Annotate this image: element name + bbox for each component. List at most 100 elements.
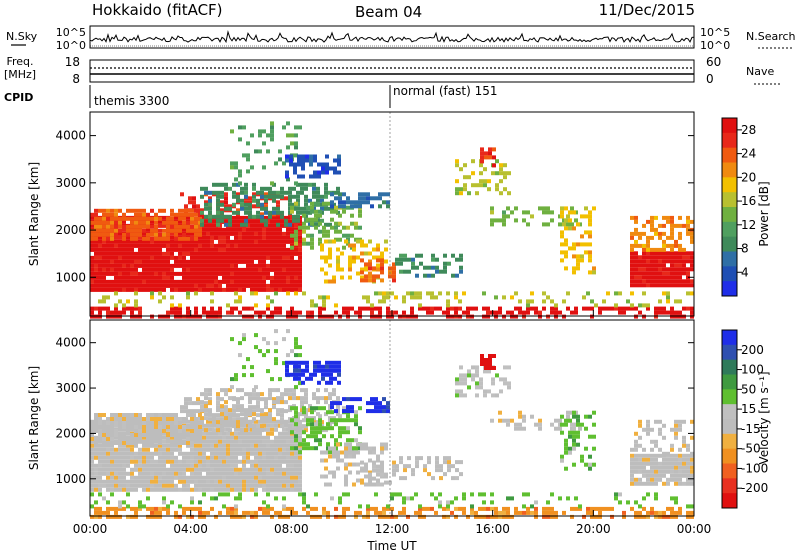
power-cell — [202, 228, 206, 232]
velocity-cell — [234, 460, 238, 464]
velocity-cell — [686, 474, 690, 478]
power-cell — [230, 228, 234, 232]
power-cell — [306, 311, 310, 315]
power-cell — [588, 234, 592, 238]
velocity-cell — [158, 425, 162, 429]
power-cell — [250, 264, 254, 268]
velocity-cell — [262, 480, 266, 484]
velocity-cell — [266, 476, 270, 480]
velocity-cell — [368, 481, 372, 485]
power-cell — [686, 291, 690, 295]
power-cell — [506, 214, 510, 218]
power-cell — [686, 279, 690, 283]
power-cell — [230, 268, 234, 272]
power-cell — [274, 248, 278, 252]
power-cell — [102, 229, 106, 233]
velocity-cell — [384, 443, 388, 447]
power-cell — [110, 272, 114, 276]
velocity-cell — [324, 451, 328, 455]
velocity-cell — [354, 511, 358, 515]
power-cell — [274, 252, 278, 256]
power-cell — [426, 307, 430, 311]
power-cell — [134, 225, 138, 229]
power-cell — [398, 315, 402, 319]
velocity-cell — [226, 432, 230, 436]
power-cell — [494, 315, 498, 319]
velocity-cell — [646, 420, 650, 424]
power-cell — [399, 262, 403, 266]
power-cell — [458, 315, 462, 319]
velocity-cell — [238, 448, 242, 452]
power-cell — [568, 246, 572, 250]
power-cell — [326, 234, 330, 238]
velocity-cell — [322, 426, 326, 430]
power-cell — [312, 187, 316, 191]
velocity-cell — [154, 507, 158, 511]
power-cell — [230, 260, 234, 264]
beam-label: Beam 04 — [355, 3, 422, 21]
power-cell — [495, 171, 499, 175]
velocity-cell — [280, 408, 284, 412]
power-cell — [286, 284, 290, 288]
power-cell — [678, 248, 682, 252]
power-cell — [244, 211, 248, 215]
power-cell — [158, 229, 162, 233]
power-cell — [162, 280, 166, 284]
velocity-cell — [276, 400, 280, 404]
power-cell — [98, 268, 102, 272]
velocity-cell — [198, 507, 202, 511]
velocity-cell — [206, 456, 210, 460]
velocity-cell — [232, 420, 236, 424]
velocity-cell — [198, 464, 202, 468]
velocity-cell — [479, 381, 483, 385]
power-cell — [202, 248, 206, 252]
power-cell — [526, 299, 530, 303]
power-cell — [325, 171, 329, 175]
power-cell — [166, 260, 170, 264]
power-cell — [190, 272, 194, 276]
power-cell — [186, 244, 190, 248]
velocity-cell — [630, 448, 634, 452]
velocity-cell — [246, 436, 250, 440]
velocity-cell — [572, 447, 576, 451]
power-cell — [282, 240, 286, 244]
power-cell — [220, 195, 224, 199]
velocity-cell — [503, 377, 507, 381]
velocity-cell — [222, 444, 226, 448]
power-cell — [356, 240, 360, 244]
power-cell — [146, 268, 150, 272]
power-cell — [242, 276, 246, 280]
power-cell — [186, 276, 190, 280]
velocity-cell — [238, 472, 242, 476]
power-cell — [206, 236, 210, 240]
power-cell — [282, 256, 286, 260]
velocity-cell — [118, 441, 122, 445]
velocity-cell — [325, 381, 329, 385]
power-cell — [262, 248, 266, 252]
power-cell — [446, 299, 450, 303]
power-cell — [174, 221, 178, 225]
velocity-cell — [282, 468, 286, 472]
velocity-cell — [158, 464, 162, 468]
velocity-cell — [262, 452, 266, 456]
velocity-cell — [102, 437, 106, 441]
velocity-cell — [320, 451, 324, 455]
power-cell — [198, 264, 202, 268]
power-cell — [654, 251, 658, 255]
power-cell — [222, 280, 226, 284]
power-cell — [642, 279, 646, 283]
power-ytick-label: 1000 — [55, 270, 86, 284]
velocity-cell — [302, 418, 306, 422]
power-cell — [503, 187, 507, 191]
velocity-cell — [234, 472, 238, 476]
velocity-cell — [690, 458, 694, 462]
velocity-cell — [252, 412, 256, 416]
velocity-cell — [270, 484, 274, 488]
power-cell — [443, 262, 447, 266]
power-cell — [194, 276, 198, 280]
velocity-cell — [576, 415, 580, 419]
velocity-cell — [301, 381, 305, 385]
velocity-cell — [202, 444, 206, 448]
velocity-cell — [238, 436, 242, 440]
velocity-cell — [435, 468, 439, 472]
